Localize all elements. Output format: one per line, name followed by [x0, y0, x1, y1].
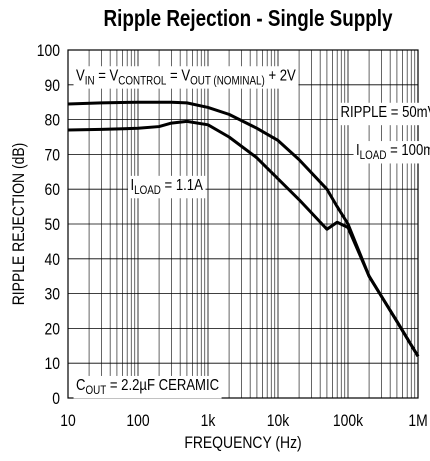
- y-tick-label-group: 90: [45, 77, 61, 96]
- y-tick-label-group: 100: [37, 42, 61, 61]
- annotation-part: C: [76, 377, 85, 394]
- data-line: [67, 119, 420, 358]
- annotation-background: [73, 375, 222, 399]
- y-tick-label-group: 0: [52, 390, 60, 409]
- annotation-group: ILOAD = 1.1A: [128, 175, 206, 199]
- y-tick-label: 60: [45, 181, 61, 200]
- x-tick-label-group: 1k: [201, 412, 216, 431]
- annotation-part: OUT: [85, 384, 106, 397]
- annotation: ILOAD = 100mA: [356, 142, 430, 162]
- y-tick-label: 70: [45, 146, 61, 165]
- x-tick-label-group: 1M: [408, 412, 427, 431]
- x-tick-label: 10: [60, 412, 76, 431]
- annotation-part: V: [76, 67, 85, 84]
- x-tick-label: 100: [126, 412, 150, 431]
- annotation-part: I: [130, 177, 134, 194]
- annotation-part: OUT (NOMINAL): [190, 75, 265, 88]
- y-axis-label-group: RIPPLE REJECTION (dB): [10, 143, 29, 306]
- annotation-background: [353, 141, 430, 164]
- y-tick-label-group: 30: [45, 285, 61, 304]
- y-axis-label: RIPPLE REJECTION (dB): [10, 143, 29, 306]
- y-tick-label: 10: [45, 355, 61, 374]
- annotation-group: VIN = VCONTROL = VOUT (NOMINAL) + 2V: [73, 66, 299, 89]
- annotation-part: LOAD: [360, 149, 387, 162]
- y-tick-label: 30: [45, 285, 61, 304]
- y-tick-label: 0: [52, 390, 60, 409]
- annotation-group: RIPPLE = 50mVP–P: [338, 102, 430, 126]
- chart-title: Ripple Rejection - Single Supply: [104, 6, 393, 31]
- annotation-group: COUT = 2.2µF CERAMIC: [73, 375, 222, 399]
- x-tick-label-group: 100: [126, 412, 150, 431]
- x-tick-label: 10k: [267, 412, 290, 431]
- y-tick-label-group: 20: [45, 320, 61, 339]
- annotation: COUT = 2.2µF CERAMIC: [76, 377, 219, 397]
- annotation-part: = V: [166, 67, 190, 84]
- annotation-group: ILOAD = 100mA: [353, 141, 430, 164]
- annotation-part: = 2.2µF CERAMIC: [106, 377, 219, 394]
- x-tick-label: 1k: [201, 412, 216, 431]
- y-tick-label-group: 60: [45, 181, 61, 200]
- annotation-part: = 100mA: [386, 142, 430, 159]
- x-tick-label-group: 10: [60, 412, 76, 431]
- annotation: ILOAD = 1.1A: [130, 177, 203, 197]
- x-tick-label-group: 10k: [267, 412, 290, 431]
- annotation-part: + 2V: [265, 67, 296, 84]
- annotation: RIPPLE = 50mVP–P: [340, 104, 430, 124]
- y-tick-label-group: 40: [45, 251, 61, 270]
- x-tick-label: 1M: [408, 412, 427, 431]
- y-tick-label: 80: [45, 111, 61, 130]
- annotation-background: [128, 175, 206, 199]
- y-tick-label: 90: [45, 77, 61, 96]
- plot-frame: [67, 49, 419, 399]
- y-tick-label-group: 50: [45, 216, 61, 235]
- annotation-part: I: [356, 142, 360, 159]
- y-tick-label-group: 10: [45, 355, 61, 374]
- y-tick-label: 50: [45, 216, 61, 235]
- x-axis-label: FREQUENCY (Hz): [184, 434, 301, 453]
- y-tick-label: 20: [45, 320, 61, 339]
- y-tick-label-group: 70: [45, 146, 61, 165]
- annotation-part: = V: [95, 67, 119, 84]
- annotation-part: RIPPLE = 50mV: [340, 104, 430, 121]
- x-axis-label-group: FREQUENCY (Hz): [184, 434, 301, 453]
- y-tick-label-group: 80: [45, 111, 61, 130]
- annotation-part: IN: [85, 75, 95, 88]
- annotation-background: [338, 102, 430, 126]
- annotation-part: LOAD: [134, 184, 161, 197]
- chart-title-group: Ripple Rejection - Single Supply: [104, 6, 393, 31]
- y-tick-label: 100: [37, 42, 61, 61]
- x-tick-label-group: 100k: [333, 412, 363, 431]
- x-tick-label: 100k: [333, 412, 363, 431]
- annotation: VIN = VCONTROL = VOUT (NOMINAL) + 2V: [76, 67, 296, 87]
- annotation-part: CONTROL: [118, 75, 166, 88]
- y-tick-label: 40: [45, 251, 61, 270]
- annotation-part: = 1.1A: [161, 177, 203, 194]
- annotation-background: [73, 66, 299, 89]
